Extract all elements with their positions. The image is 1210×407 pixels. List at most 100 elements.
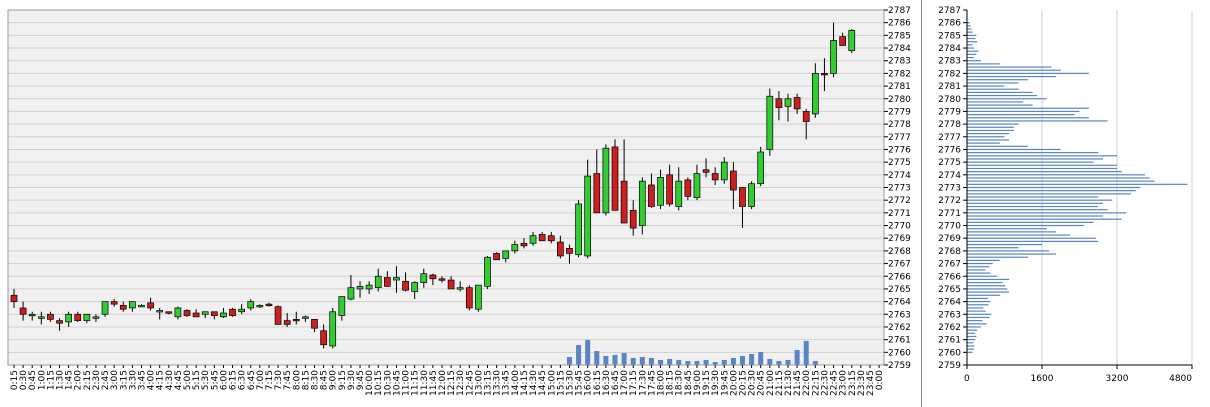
profile-bar (967, 272, 991, 274)
x-tick-label: 16:00 (584, 370, 594, 396)
profile-bar (967, 44, 973, 46)
x-tick-label: 23:45 (866, 370, 876, 396)
candle (37, 311, 45, 325)
x-tick-label: 18:45 (684, 370, 694, 396)
candle-body-down (547, 235, 555, 242)
x-tick-label: 23:00 (839, 370, 849, 396)
candle (338, 296, 346, 321)
candle-body-up (256, 305, 264, 308)
profile-bar (967, 91, 1033, 94)
candle-body-down (283, 320, 291, 325)
candle (329, 307, 337, 349)
y-tick-label: 2779 (938, 107, 961, 117)
profile-bar (967, 63, 1000, 65)
volume-bar (685, 361, 691, 365)
profile-bar (967, 145, 1028, 147)
y-tick-label: 2768 (888, 247, 911, 257)
profile-bar (967, 199, 1113, 201)
profile-bar (967, 69, 1061, 71)
volume-bar (739, 356, 745, 365)
candle (365, 281, 373, 294)
candle (484, 255, 491, 289)
candle (784, 93, 792, 122)
candle (429, 273, 437, 286)
candle (730, 162, 737, 210)
x-tick-label: 17:45 (647, 370, 657, 396)
profile-bar (967, 110, 1080, 113)
profile-bar (967, 291, 1010, 293)
profile-bar (967, 209, 1108, 211)
x-tick-label: 0:00 (875, 370, 885, 390)
x-tick-label: 10:45 (392, 370, 402, 396)
profile-bar (967, 161, 1094, 163)
profile-bar (967, 142, 1000, 144)
candle (283, 313, 291, 327)
y-tick-label: 2771 (888, 209, 911, 219)
candle-body-up (484, 256, 491, 287)
candle-body-up (575, 203, 582, 256)
candle-body-down (802, 111, 810, 122)
candle (720, 157, 728, 184)
y-tick-label: 2763 (888, 310, 911, 320)
volume-bar (630, 358, 636, 365)
profile-bar (967, 285, 1006, 287)
candle (74, 311, 82, 322)
panel-divider[interactable] (921, 0, 922, 407)
volume-bar (676, 360, 682, 365)
x-tick-label: 19:45 (720, 370, 730, 396)
volume-bar (594, 351, 600, 365)
profile-bar (967, 53, 977, 55)
candle-body-down (666, 174, 673, 205)
y-tick-label: 2776 (888, 145, 911, 155)
candle-body-down (320, 330, 327, 346)
price-chart[interactable]: 2759 2760 2761 2762 2763 2764 2765 2766 2767 2768… (0, 0, 920, 407)
y-tick-label: 2782 (888, 69, 911, 79)
profile-bar (967, 313, 992, 315)
y-tick-label: 2778 (938, 120, 961, 130)
candle-body-up (757, 151, 765, 185)
x-tick-label: 0:30 (19, 370, 29, 390)
candle-body-up (848, 29, 856, 51)
candle-body-up (138, 305, 145, 308)
x-tick-label: 0:45 (28, 370, 38, 390)
candle-body-down (74, 313, 82, 321)
profile-bar (967, 123, 1019, 125)
candle-body-up (720, 161, 728, 181)
x-tick-label: 3:00 (110, 370, 120, 390)
x-tick-label: 5:30 (201, 370, 211, 390)
x-tick-label: 14:45 (538, 370, 548, 396)
grid-lines (8, 9, 884, 366)
profile-bar (967, 224, 1085, 227)
profile-bar (967, 190, 1136, 192)
x-tick-label: 11:30 (420, 370, 430, 396)
x-tick-label: 15:45 (575, 370, 585, 396)
volume-bar (712, 362, 718, 365)
y-tick-label: 2783 (888, 57, 911, 67)
profile-bar (967, 193, 1132, 195)
x-tick-label: 4:45 (174, 370, 184, 390)
y-tick-label: 2777 (888, 133, 911, 143)
x-tick-label: 20:30 (748, 370, 758, 396)
candle-body-down (447, 279, 455, 290)
profile-bar (967, 316, 990, 319)
candle-body-down (839, 36, 846, 46)
y-tick-label: 2766 (938, 272, 961, 282)
profile-bar (967, 288, 1008, 290)
volume-bar (603, 356, 609, 365)
candle (65, 311, 72, 327)
x-tick-label: 6:45 (247, 370, 257, 390)
candle-body-down (311, 319, 318, 329)
x-tick-label: 2:15 (83, 370, 93, 390)
profile-bar (967, 104, 1033, 106)
candle (292, 311, 300, 325)
candle (356, 281, 364, 298)
candle-body-up (411, 282, 419, 292)
volume-profile-chart[interactable]: 2759 2760 2761 2762 2763 2764 2765 2766 2767 2768… (924, 0, 1210, 407)
profile-bar (967, 237, 1096, 239)
x-tick-label: 18:00 (657, 370, 667, 396)
profile-bar (967, 221, 1094, 223)
x-tick-label: 14:30 (529, 370, 539, 396)
volume-bar (621, 353, 627, 365)
candle (657, 169, 664, 210)
candle (420, 268, 428, 288)
